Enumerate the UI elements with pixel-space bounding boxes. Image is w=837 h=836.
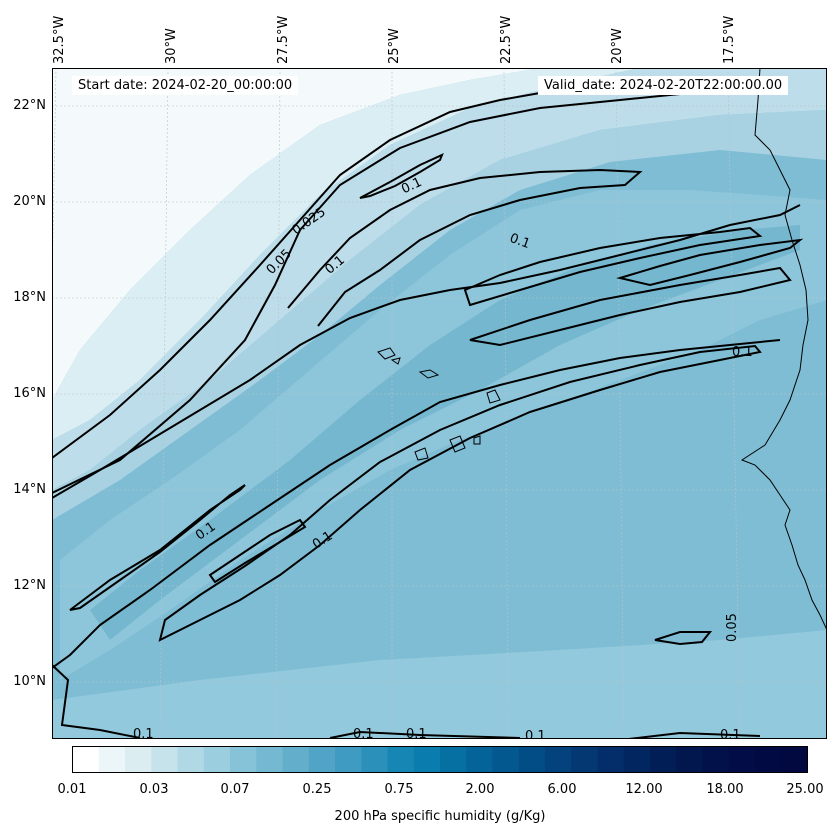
colorbar-cell xyxy=(125,746,152,773)
colorbar-cell xyxy=(387,746,415,773)
contour-0-1-long-south xyxy=(52,204,801,499)
colorbar-tick-label: 12.00 xyxy=(625,782,663,797)
contour-0-05 xyxy=(52,89,761,494)
colorbar-tick-label: 0.07 xyxy=(220,782,250,797)
contour-label: 0.1 xyxy=(406,727,427,742)
colorbar-tick-label: 0.03 xyxy=(139,782,169,797)
fill-band-south xyxy=(52,630,827,739)
colorbar-tick-label: 18.00 xyxy=(706,782,744,797)
colorbar-tick-label: 0.75 xyxy=(384,782,414,797)
colorbar-cell xyxy=(308,746,336,773)
contour-0-1-long-south2 xyxy=(52,339,781,669)
map-frame xyxy=(52,68,827,739)
colorbar-cell xyxy=(650,746,677,773)
colorbar-cell xyxy=(256,746,283,773)
fill-band-light xyxy=(52,68,640,440)
gridlines xyxy=(52,68,827,739)
colorbar-cell xyxy=(676,746,703,773)
cape-verde-islands xyxy=(377,347,501,461)
colorbar-tick-label: 0.25 xyxy=(302,782,332,797)
colorbar-cell xyxy=(518,746,546,773)
contour-0-1-south-border xyxy=(52,664,761,739)
contour-label: 0.1 xyxy=(720,728,741,743)
lon-label: 30°W xyxy=(164,28,179,64)
colorbar-title: 200 hPa specific humidity (g/Kg) xyxy=(334,809,546,824)
valid-date-label: Valid_date: 2024-02-20T22:00:00.00 xyxy=(538,76,789,95)
lat-label: 12°N xyxy=(13,578,46,593)
colorbar-cell xyxy=(440,746,467,773)
contour-label: 0.1 xyxy=(525,729,546,744)
colorbar-cells xyxy=(72,746,808,773)
colorbar-cell xyxy=(755,746,782,773)
colorbar-cell xyxy=(361,746,388,773)
lon-label: 32.5°W xyxy=(52,15,67,64)
colorbar xyxy=(72,746,808,773)
colorbar-tick-label: 0.01 xyxy=(57,782,87,797)
lat-label: 14°N xyxy=(13,482,46,497)
contour-0-1-sw-loop2 xyxy=(158,344,762,642)
contour-label: 0.1 xyxy=(732,345,753,360)
lat-label: 10°N xyxy=(13,674,46,689)
colorbar-frame xyxy=(72,746,808,773)
contour-0-1-ribbon-b xyxy=(616,238,804,287)
colorbar-cell xyxy=(728,746,756,773)
fill-band-light2 xyxy=(52,110,827,520)
colorbar-cell xyxy=(623,746,651,773)
contour-lines xyxy=(52,89,804,739)
fill-band-mid xyxy=(52,68,827,490)
colorbar-tick-label: 6.00 xyxy=(547,782,577,797)
colorbar-cell xyxy=(492,746,520,773)
contour-label: 0.1 xyxy=(508,231,533,252)
colorbar-cell xyxy=(335,746,362,773)
lon-label: 27.5°W xyxy=(276,15,291,64)
colorbar-cell xyxy=(545,746,572,773)
lat-label: 20°N xyxy=(13,194,46,209)
colorbar-cell xyxy=(781,746,808,773)
lat-label: 16°N xyxy=(13,386,46,401)
contour-0-1-ribbon-c xyxy=(469,266,792,347)
colorbar-cell xyxy=(702,746,730,773)
colorbar-cell xyxy=(98,746,126,773)
lon-label: 22.5°W xyxy=(499,15,514,64)
contour-label: 0.1 xyxy=(353,727,374,742)
humidity-field xyxy=(52,68,827,739)
colorbar-cell xyxy=(597,746,625,773)
africa-coastline xyxy=(740,68,827,631)
contour-0-025 xyxy=(52,92,541,459)
colorbar-cell xyxy=(177,746,205,773)
contour-label: 0.05 xyxy=(725,613,740,642)
colorbar-cell xyxy=(72,746,100,773)
lon-label: 25°W xyxy=(387,28,402,64)
lon-label: 20°W xyxy=(610,28,625,64)
lat-label: 22°N xyxy=(13,98,46,113)
contour-0-1-ribbon-a xyxy=(463,226,763,307)
coastline xyxy=(377,68,827,631)
colorbar-cell xyxy=(466,746,493,773)
colorbar-tick-label: 25.00 xyxy=(786,782,824,797)
colorbar-cell xyxy=(203,746,231,773)
contour-0-1-inner-streak xyxy=(208,518,307,584)
colorbar-cell xyxy=(230,746,257,773)
fill-band-lightest xyxy=(52,68,540,400)
contour-0-1-upper-loop xyxy=(359,153,444,199)
lat-label: 18°N xyxy=(13,290,46,305)
start-date-label: Start date: 2024-02-20_00:00:00 xyxy=(72,76,299,95)
contour-0-1-main-north xyxy=(287,168,643,327)
contour-0-05-east xyxy=(654,631,713,646)
contour-label: 0.1 xyxy=(133,727,154,742)
colorbar-tick-label: 2.00 xyxy=(465,782,495,797)
colorbar-cell xyxy=(151,746,178,773)
colorbar-cell xyxy=(413,746,441,773)
lon-label: 17.5°W xyxy=(722,15,737,64)
colorbar-cell xyxy=(282,746,310,773)
fill-band-moist2 xyxy=(90,225,800,640)
colorbar-cell xyxy=(571,746,598,773)
contour-0-1-sw-loop xyxy=(69,484,246,611)
